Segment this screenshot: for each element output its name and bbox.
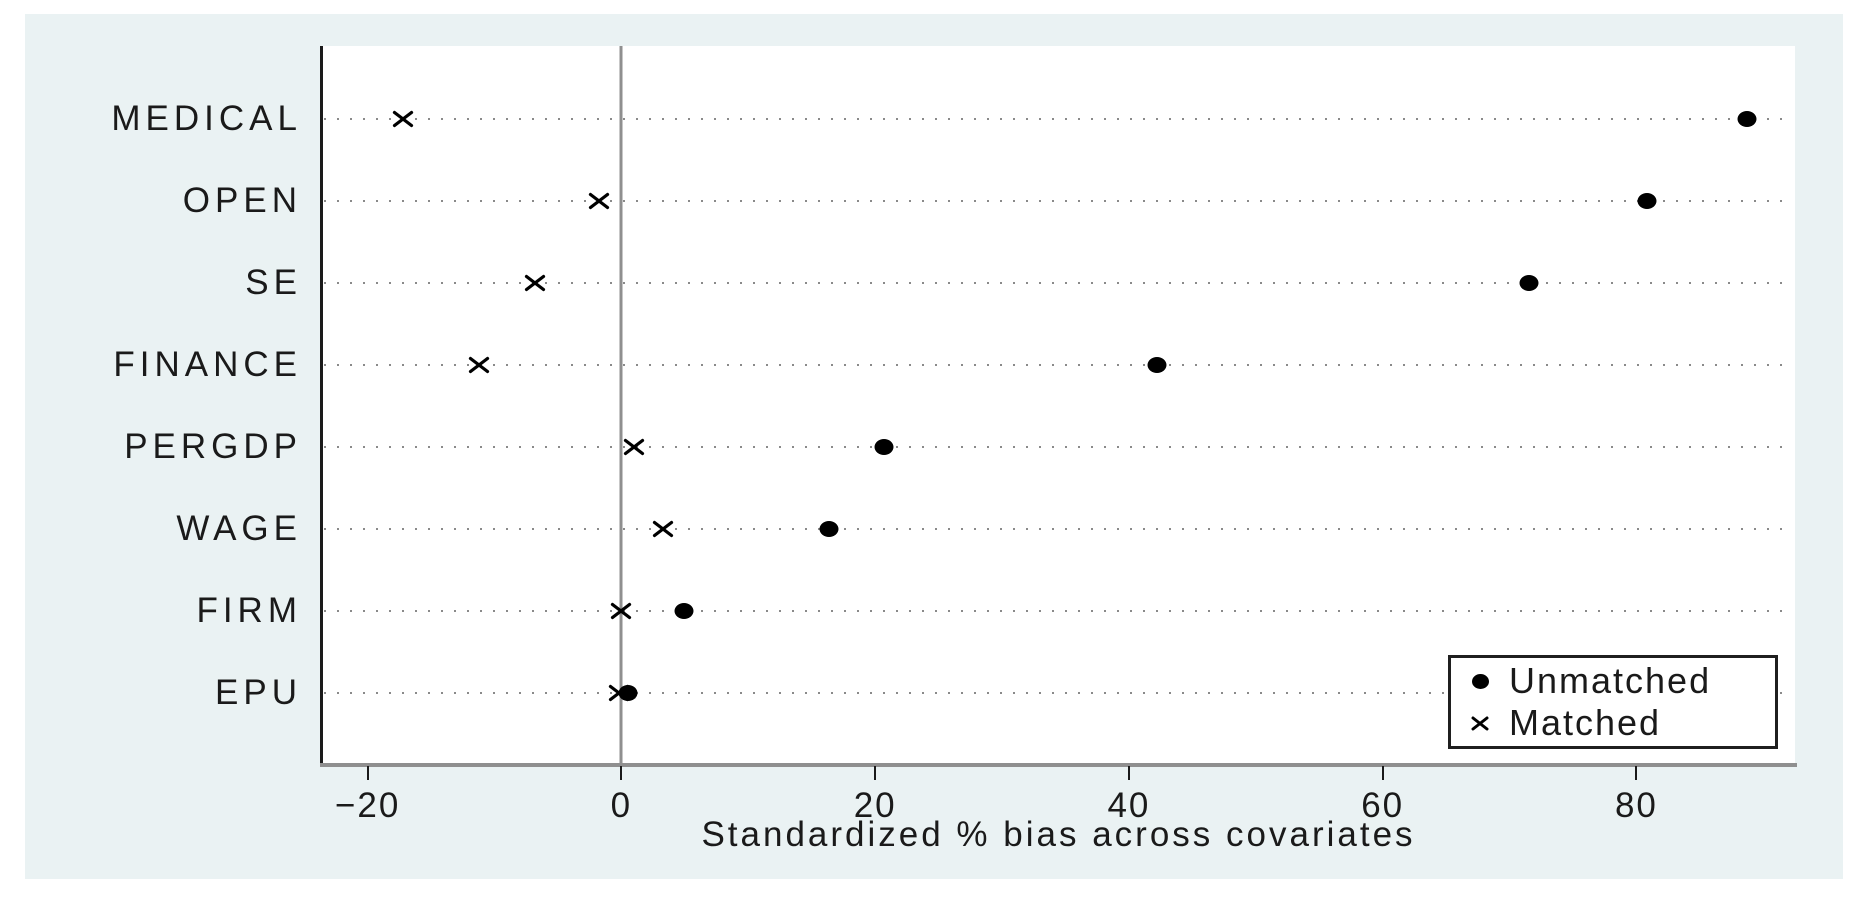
legend: Unmatched Matched [1448, 655, 1778, 749]
legend-item-unmatched: Unmatched [1451, 662, 1775, 700]
y-axis-label: SE [245, 262, 302, 302]
grid-line [324, 610, 1793, 612]
matched-point [653, 520, 674, 538]
matched-point [623, 438, 645, 456]
y-axis-label: EPU [215, 673, 302, 712]
zero-reference-line [619, 46, 623, 767]
x-tick-label: 20 [853, 786, 897, 825]
unmatched-point [618, 685, 638, 701]
x-axis-tick [1635, 766, 1638, 780]
matched-point [469, 356, 490, 374]
x-axis-tick [874, 766, 877, 780]
x-tick-label: −20 [334, 786, 401, 825]
y-axis-line [320, 46, 323, 767]
unmatched-point [1637, 192, 1657, 209]
matched-point [611, 602, 632, 620]
x-axis-tick [1127, 766, 1130, 780]
y-axis-label: MEDICAL [111, 98, 302, 138]
grid-line [324, 692, 1793, 694]
unmatched-point [674, 603, 694, 619]
y-axis-label: FINANCE [113, 345, 302, 384]
y-axis-label: FIRM [196, 591, 302, 630]
y-axis-label: WAGE [176, 509, 302, 548]
legend-item-matched: Matched [1451, 704, 1775, 742]
y-axis-label: PERGDP [124, 427, 302, 466]
legend-x-icon [1465, 716, 1495, 731]
grid-line [324, 199, 1793, 202]
unmatched-point [1147, 357, 1167, 373]
x-tick-label: 80 [1614, 786, 1658, 825]
y-axis-label: OPEN [182, 180, 302, 220]
dot-icon [1471, 673, 1489, 689]
grid-line [324, 281, 1793, 284]
grid-line [324, 364, 1793, 366]
x-tick-label: 60 [1361, 786, 1405, 825]
legend-dot-icon [1465, 673, 1495, 689]
unmatched-point [874, 439, 894, 455]
x-axis-title: Standardized % bias across covariates [701, 815, 1416, 854]
matched-point [525, 274, 546, 292]
x-axis-tick [1381, 766, 1384, 780]
x-tick-label: 0 [610, 786, 633, 825]
x-axis-line [320, 763, 1797, 767]
grid-line [324, 117, 1793, 120]
chart-canvas: Unmatched Matched MEDICAL OPEN SE FINANCE PER… [25, 14, 1843, 879]
unmatched-point [1737, 110, 1757, 127]
plot-area: Unmatched Matched [320, 46, 1797, 780]
grid-line [324, 528, 1793, 530]
unmatched-point [819, 521, 839, 537]
grid-line [324, 446, 1793, 448]
x-axis-tick [366, 766, 369, 780]
matched-point [393, 110, 414, 128]
matched-point [588, 192, 609, 210]
x-tick-label: 40 [1107, 786, 1151, 825]
legend-label: Unmatched [1509, 660, 1712, 701]
x-axis-tick [620, 766, 623, 780]
unmatched-point [1519, 274, 1539, 291]
legend-label: Matched [1509, 702, 1662, 743]
